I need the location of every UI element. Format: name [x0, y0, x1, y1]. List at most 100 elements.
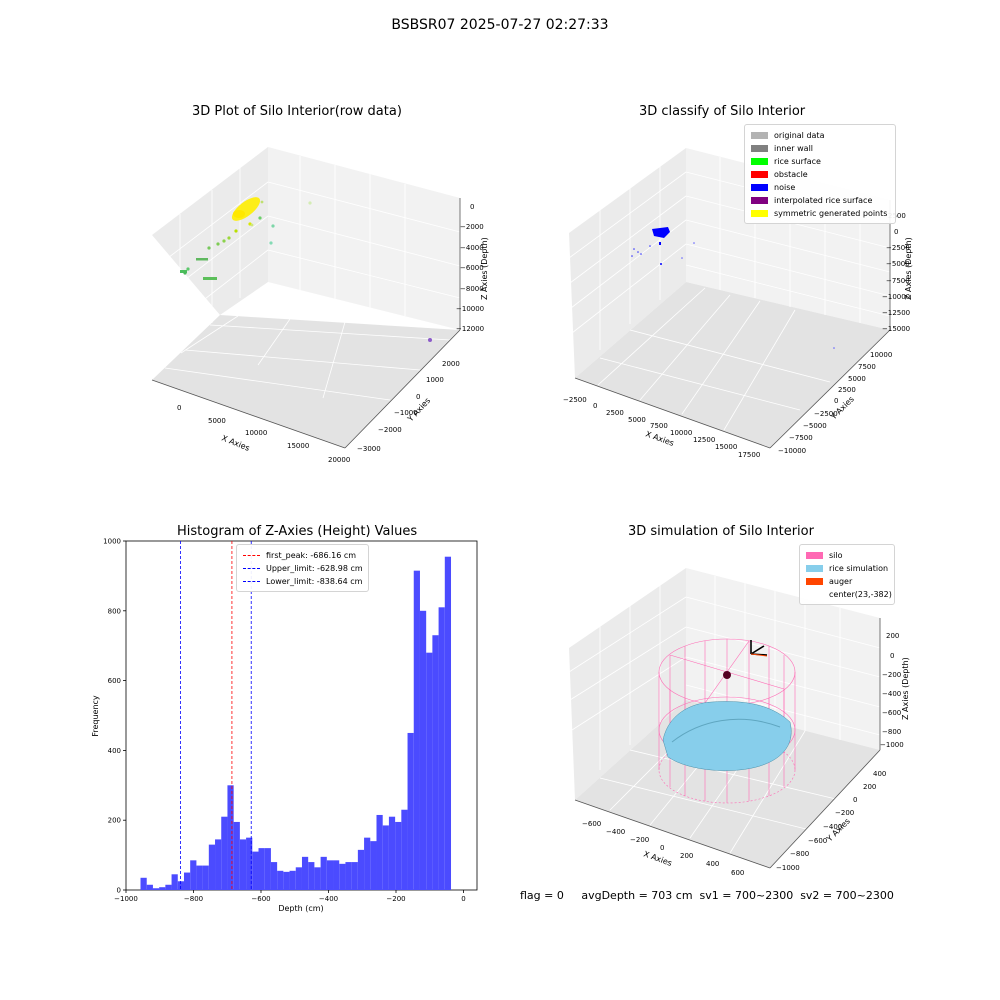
legend-label: silo: [829, 551, 843, 560]
p4-z-tick: −200: [882, 671, 901, 679]
p4-z-label: Z Axies (Depth): [901, 657, 910, 720]
hist-x-tick-label: −200: [386, 895, 405, 903]
panel4-3d-plot: −600 −400 −200 0 200 400 600 −1000 −800 …: [568, 568, 910, 877]
hist-y-label: Frequency: [91, 695, 100, 737]
hist-bar: [333, 860, 340, 890]
hist-bar: [152, 888, 160, 890]
hist-bar: [227, 785, 234, 890]
p2-x-tick: 10000: [670, 429, 692, 437]
p4-z-tick: 200: [886, 632, 899, 640]
legend-item: Lower_limit: -838.64 cm: [243, 575, 362, 588]
hist-bar: [289, 870, 296, 890]
p4-y-tick: −600: [808, 837, 827, 845]
legend-swatch: [751, 197, 768, 204]
panel4-tick-labels: −600 −400 −200 0 200 400 600 −1000 −800 …: [582, 632, 904, 877]
legend-item: silo: [806, 549, 888, 562]
legend-item: obstacle: [751, 168, 889, 181]
hist-bar: [438, 607, 445, 890]
legend-label: first_peak: -686.16 cm: [266, 551, 357, 560]
hist-y-tick-label: 600: [108, 677, 121, 685]
panel4-title: 3D simulation of Silo Interior: [628, 524, 814, 539]
p1-z-tick: −4000: [460, 244, 484, 252]
histogram-chart: −1000 −800 −600 −400 −200 0 0 200 400 600 800 1000…: [91, 538, 478, 913]
p4-x-tick: −200: [630, 836, 649, 844]
legend-line: [243, 581, 260, 582]
panel1-axes: [151, 198, 461, 449]
panel1-points: [180, 197, 432, 342]
p4-x-tick: −600: [582, 820, 601, 828]
center-marker: [723, 671, 731, 679]
p4-y-tick: 0: [853, 796, 857, 804]
legend-label: rice surface: [774, 157, 821, 166]
legend-item: noise: [751, 181, 889, 194]
p2-z-label: Z Axies (Depth): [904, 237, 913, 300]
hist-bar: [364, 837, 371, 890]
legend-label: noise: [774, 183, 796, 192]
p1-x-tick: 20000: [328, 456, 350, 464]
hist-x-tick-label: −400: [319, 895, 338, 903]
hist-bar: [407, 732, 414, 890]
p1-y-tick: −1000: [394, 409, 418, 417]
legend-item: symmetric generated points: [751, 207, 889, 220]
p2-x-tick: 12500: [693, 436, 715, 444]
hist-bar: [239, 839, 247, 890]
hist-bar: [308, 862, 315, 890]
p4-y-tick: −1000: [776, 864, 800, 872]
legend-label: original data: [774, 131, 825, 140]
hist-bar: [221, 816, 228, 890]
p2-y-tick: −2500: [814, 410, 838, 418]
p2-z-tick: −2500: [886, 244, 910, 252]
p2-y-label: Y Axies: [828, 395, 856, 423]
figure-title: BSBSR07 2025-07-27 02:27:33: [391, 17, 609, 33]
p4-y-tick: −800: [790, 850, 809, 858]
p2-z-tick: −10000: [882, 293, 910, 301]
hist-bar: [326, 860, 334, 890]
p4-y-tick: −200: [835, 809, 854, 817]
p1-y-tick: 0: [416, 393, 420, 401]
legend-swatch: [751, 132, 768, 139]
hist-bar: [295, 867, 302, 890]
p4-y-tick: 200: [863, 783, 876, 791]
p4-x-tick: 400: [706, 860, 719, 868]
p1-z-tick: −10000: [456, 305, 484, 313]
hist-bar: [270, 862, 278, 890]
panel2-points: [631, 227, 835, 349]
hist-bar: [140, 877, 147, 890]
hist-bar: [283, 871, 290, 890]
p1-x-tick: 0: [177, 404, 181, 412]
hist-bar: [314, 867, 321, 890]
legend-item: center(23,-382): [806, 588, 892, 601]
legend-swatch: [806, 591, 823, 598]
p1-z-tick: −2000: [460, 223, 484, 231]
panel3-title: Histogram of Z-Axies (Height) Values: [177, 524, 418, 539]
hist-bar: [165, 884, 172, 890]
hist-bar: [444, 556, 452, 890]
p4-z-tick: −600: [882, 709, 901, 717]
hist-bar: [277, 870, 284, 890]
hist-bar: [246, 837, 253, 890]
p2-z-tick: 2500: [888, 212, 906, 220]
p2-y-tick: 2500: [838, 386, 856, 394]
p1-y-tick: −2000: [378, 426, 402, 434]
legend-line: [243, 568, 260, 569]
hist-bar: [171, 874, 178, 890]
hist-x-tick-label: −800: [184, 895, 203, 903]
hist-bar: [339, 863, 346, 890]
p1-y-tick: 2000: [442, 360, 460, 368]
p4-x-tick: 600: [731, 869, 744, 877]
p2-z-tick: 0: [894, 228, 898, 236]
legend-swatch: [751, 145, 768, 152]
hist-bar: [370, 841, 377, 890]
p2-x-tick: 15000: [715, 443, 737, 451]
hist-x-tick-label: 0: [461, 895, 465, 903]
p1-x-tick: 10000: [245, 429, 267, 437]
panel2-tick-labels: −2500 0 2500 5000 7500 10000 12500 15000…: [563, 212, 910, 459]
hist-bar: [413, 570, 420, 890]
hist-y-tick-label: 0: [117, 887, 121, 895]
hist-bar: [357, 849, 365, 890]
p2-y-tick: 5000: [848, 375, 866, 383]
p1-x-tick: 15000: [287, 442, 309, 450]
p4-z-tick: −400: [882, 690, 901, 698]
hist-bar: [345, 862, 352, 890]
legend-label: Upper_limit: -628.98 cm: [266, 564, 363, 573]
